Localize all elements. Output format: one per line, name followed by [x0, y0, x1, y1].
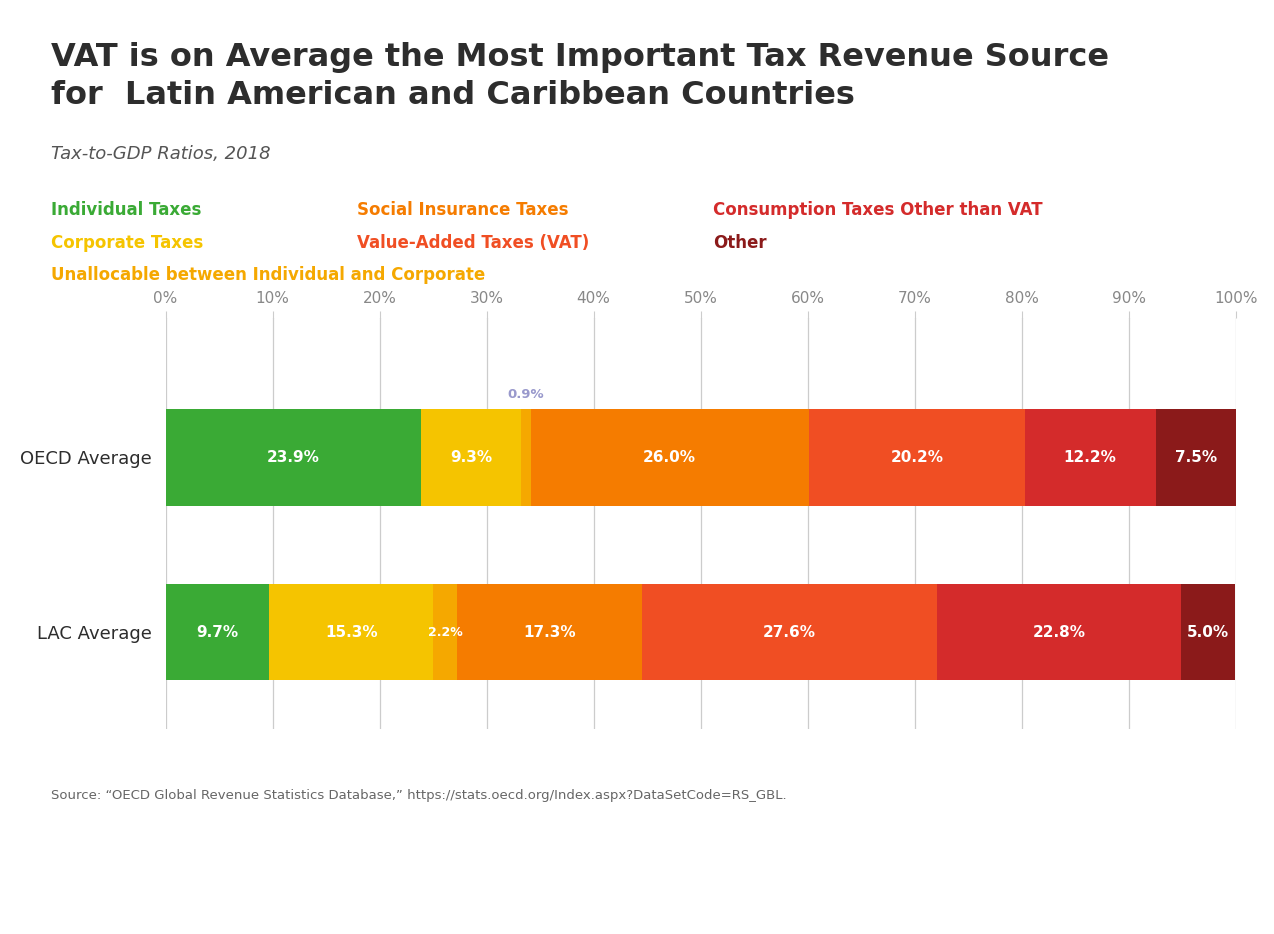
Bar [1181, 585, 1235, 681]
Bar [422, 409, 521, 505]
Text: 26.0%: 26.0% [643, 450, 696, 465]
Text: 20.2%: 20.2% [891, 450, 943, 465]
Text: Tax-to-GDP Ratios, 2018: Tax-to-GDP Ratios, 2018 [51, 145, 270, 163]
Text: Source: “OECD Global Revenue Statistics Database,” https://stats.oecd.org/Index.: Source: “OECD Global Revenue Statistics … [51, 789, 786, 802]
Bar [1156, 409, 1236, 505]
Text: 9.3%: 9.3% [450, 450, 492, 465]
Bar [269, 585, 433, 681]
Text: VAT is on Average the Most Important Tax Revenue Source
for  Latin American and : VAT is on Average the Most Important Tax… [51, 42, 1108, 111]
Text: Other: Other [713, 234, 767, 251]
Text: Unallocable between Individual and Corporate: Unallocable between Individual and Corpo… [51, 266, 485, 284]
Text: Consumption Taxes Other than VAT: Consumption Taxes Other than VAT [713, 201, 1043, 219]
Text: 12.2%: 12.2% [1064, 450, 1117, 465]
Bar [433, 585, 456, 681]
Bar [530, 409, 809, 505]
Text: TAX FOUNDATION: TAX FOUNDATION [25, 890, 232, 911]
Text: Individual Taxes: Individual Taxes [51, 201, 201, 219]
Text: Social Insurance Taxes: Social Insurance Taxes [357, 201, 568, 219]
Text: Value-Added Taxes (VAT): Value-Added Taxes (VAT) [357, 234, 589, 251]
Bar [521, 409, 530, 505]
Bar [1026, 409, 1156, 505]
Bar [809, 409, 1026, 505]
Bar [166, 409, 422, 505]
Text: 0.9%: 0.9% [507, 388, 544, 401]
Text: 27.6%: 27.6% [763, 625, 817, 640]
Text: 9.7%: 9.7% [196, 625, 238, 640]
Text: 7.5%: 7.5% [1175, 450, 1217, 465]
Bar [166, 585, 269, 681]
Text: 17.3%: 17.3% [522, 625, 576, 640]
Bar [642, 585, 938, 681]
Text: 23.9%: 23.9% [268, 450, 320, 465]
Bar [938, 585, 1181, 681]
Text: @TaxFoundation: @TaxFoundation [1069, 891, 1249, 910]
Text: Corporate Taxes: Corporate Taxes [51, 234, 204, 251]
Bar [456, 585, 642, 681]
Text: 2.2%: 2.2% [428, 626, 462, 639]
Text: 15.3%: 15.3% [325, 625, 377, 640]
Text: 22.8%: 22.8% [1033, 625, 1085, 640]
Text: 5.0%: 5.0% [1187, 625, 1229, 640]
